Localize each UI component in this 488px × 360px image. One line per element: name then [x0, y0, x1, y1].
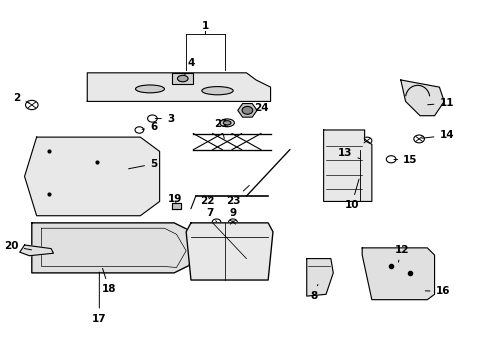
- Circle shape: [242, 107, 252, 114]
- Text: 14: 14: [421, 130, 453, 140]
- Polygon shape: [32, 223, 198, 273]
- Text: 4: 4: [183, 58, 194, 76]
- Text: 24: 24: [247, 103, 268, 113]
- Text: 3: 3: [155, 113, 174, 123]
- Ellipse shape: [135, 85, 164, 93]
- Text: 10: 10: [344, 179, 358, 210]
- Text: 22: 22: [199, 196, 214, 206]
- Text: 11: 11: [427, 98, 453, 108]
- Text: 21: 21: [214, 118, 228, 139]
- Polygon shape: [362, 248, 434, 300]
- Polygon shape: [20, 245, 53, 256]
- Text: 6: 6: [142, 122, 157, 132]
- Text: 15: 15: [393, 156, 417, 165]
- Polygon shape: [171, 203, 181, 208]
- Polygon shape: [24, 137, 159, 216]
- Polygon shape: [87, 73, 270, 102]
- Polygon shape: [400, 80, 443, 116]
- Ellipse shape: [220, 119, 234, 127]
- Text: 13: 13: [337, 148, 359, 158]
- Bar: [171, 73, 193, 84]
- Ellipse shape: [202, 87, 233, 95]
- Text: 12: 12: [394, 245, 408, 262]
- Text: 20: 20: [4, 241, 31, 251]
- Polygon shape: [186, 223, 272, 280]
- Text: 9: 9: [229, 208, 236, 222]
- Text: 17: 17: [92, 272, 106, 324]
- Text: 7: 7: [206, 208, 216, 222]
- Polygon shape: [237, 104, 257, 117]
- Text: 18: 18: [102, 269, 116, 294]
- Text: 5: 5: [128, 159, 157, 169]
- Ellipse shape: [177, 75, 188, 82]
- Text: 23: 23: [225, 185, 249, 206]
- Text: 16: 16: [425, 287, 449, 296]
- Polygon shape: [306, 258, 333, 296]
- Polygon shape: [323, 130, 371, 202]
- Text: 19: 19: [167, 194, 182, 203]
- Text: 8: 8: [310, 284, 317, 301]
- Ellipse shape: [223, 121, 230, 125]
- Text: 2: 2: [14, 93, 29, 103]
- Text: 1: 1: [202, 21, 209, 31]
